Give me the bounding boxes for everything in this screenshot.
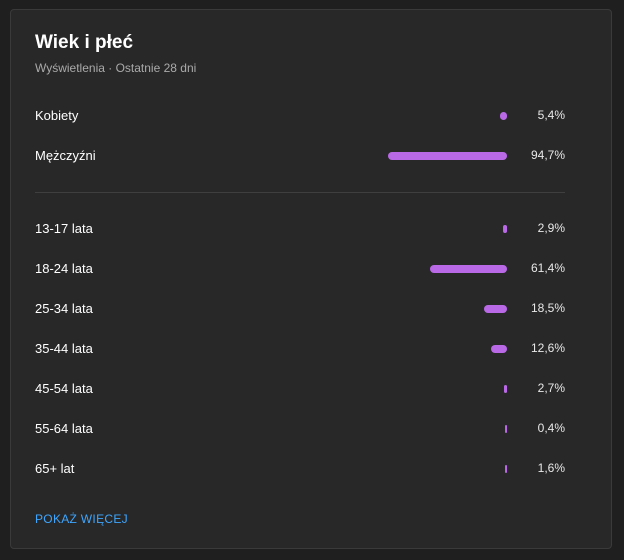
card-subtitle: Wyświetlenia · Ostatnie 28 dni: [35, 61, 197, 75]
age-label: 65+ lat: [35, 461, 75, 476]
percent-value: 5,4%: [537, 108, 565, 122]
bar-track: [387, 385, 507, 393]
age-row-18-24: 18-24 lata 61,4%: [35, 259, 565, 279]
bar-track: [387, 265, 507, 273]
percent-value: 18,5%: [530, 301, 565, 315]
age-label: 35-44 lata: [35, 341, 93, 356]
percent-value: 12,6%: [530, 341, 565, 355]
age-row-13-17: 13-17 lata 2,9%: [35, 219, 565, 239]
percent-value: 0,4%: [537, 421, 565, 435]
age-label: 13-17 lata: [35, 221, 93, 236]
percent-value: 2,9%: [537, 221, 565, 235]
percent-value: 1,6%: [537, 461, 565, 475]
age-row-55-64: 55-64 lata 0,4%: [35, 419, 565, 439]
age-label: 18-24 lata: [35, 261, 93, 276]
age-label: 55-64 lata: [35, 421, 93, 436]
percent-bar: [484, 305, 507, 313]
age-label: 25-34 lata: [35, 301, 93, 316]
section-divider: [35, 192, 565, 193]
gender-row-female: Kobiety 5,4%: [35, 106, 565, 126]
age-row-35-44: 35-44 lata 12,6%: [35, 339, 565, 359]
card-title: Wiek i płeć: [35, 32, 134, 53]
age-gender-card: Wiek i płeć Wyświetlenia · Ostatnie 28 d…: [10, 9, 612, 549]
percent-bar: [388, 152, 507, 160]
percent-value: 94,7%: [530, 148, 565, 162]
bar-track: [387, 345, 507, 353]
age-label: 45-54 lata: [35, 381, 93, 396]
percent-value: 2,7%: [537, 381, 565, 395]
gender-label: Kobiety: [35, 108, 79, 123]
age-row-45-54: 45-54 lata 2,7%: [35, 379, 565, 399]
bar-track: [387, 225, 507, 233]
age-row-65-plus: 65+ lat 1,6%: [35, 459, 565, 479]
percent-bar: [430, 265, 507, 273]
show-more-link[interactable]: POKAŻ WIĘCEJ: [35, 512, 128, 526]
gender-label: Mężczyźni: [35, 148, 96, 163]
percent-bar: [500, 112, 507, 120]
gender-row-male: Mężczyźni 94,7%: [35, 146, 565, 166]
percent-bar: [504, 385, 507, 393]
bar-track: [387, 112, 507, 120]
age-row-25-34: 25-34 lata 18,5%: [35, 299, 565, 319]
percent-value: 61,4%: [530, 261, 565, 275]
bar-track: [387, 305, 507, 313]
percent-bar: [505, 465, 507, 473]
percent-bar: [505, 425, 507, 433]
bar-track: [387, 152, 507, 160]
bar-track: [387, 425, 507, 433]
percent-bar: [503, 225, 507, 233]
bar-track: [387, 465, 507, 473]
percent-bar: [491, 345, 507, 353]
